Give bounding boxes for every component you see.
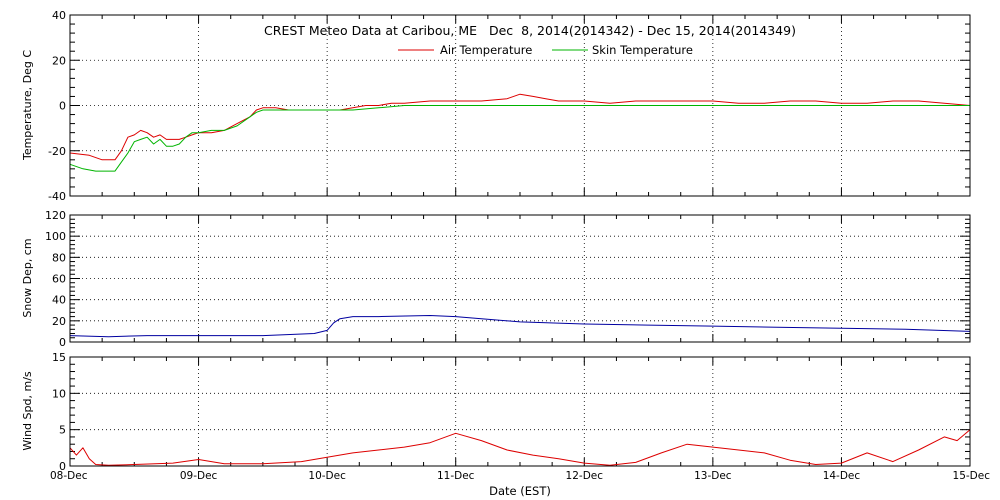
legend-skin-label: Skin Temperature — [592, 43, 693, 57]
wind-speed-tick-labels: 0 5 10 15 — [52, 351, 66, 473]
wind-speed-ticks — [69, 356, 971, 467]
wind-speed-y-tick-label: 0 — [59, 460, 66, 473]
snow-depth-tick-labels: 0 20 40 60 80 100 120 — [45, 209, 66, 349]
snow-depth-y-tick-label: 120 — [45, 209, 66, 222]
temperature-series — [69, 93, 971, 172]
temperature-plot-frame — [69, 14, 971, 197]
snow-depth-y-tick-label: 100 — [45, 230, 66, 243]
snow-depth-y-axis-label: Snow Dep, cm — [21, 238, 34, 317]
temperature-tick-labels: -40 -20 0 20 40 — [48, 9, 66, 203]
snow-depth-y-tick-label: 40 — [52, 294, 66, 307]
x-tick-label: 15-Dec — [953, 470, 991, 482]
x-tick-label: 13-Dec — [694, 470, 732, 482]
snow-depth-series — [69, 315, 971, 338]
snow-depth-ticks — [69, 214, 971, 343]
temperature-y-tick-label: 40 — [52, 9, 66, 22]
wind-speed-y-tick-label: 10 — [52, 387, 66, 400]
skin-temperature-series-line — [69, 105, 970, 172]
snow-depth-y-tick-label: 20 — [52, 315, 66, 328]
temperature-y-tick-label: 0 — [59, 100, 66, 113]
x-tick-labels: 08-Dec 09-Dec 10-Dec 11-Dec 12-Dec 13-Dec 14-D… — [50, 470, 990, 482]
wind-speed-plot-frame — [69, 356, 971, 467]
wind-speed-grid — [70, 357, 970, 466]
x-tick-label: 12-Dec — [566, 470, 604, 482]
legend: Air Temperature Skin Temperature — [398, 43, 693, 57]
x-tick-label: 14-Dec — [823, 470, 861, 482]
snow-depth-grid — [70, 215, 970, 342]
wind-speed-y-axis-label: Wind Spd, m/s — [21, 371, 34, 451]
temperature-y-tick-label: -20 — [48, 145, 66, 158]
x-tick-label: 10-Dec — [308, 470, 346, 482]
wind-speed-series-line — [69, 429, 971, 466]
legend-air-label: Air Temperature — [440, 43, 532, 57]
air-temperature-series-line — [69, 93, 971, 161]
wind-speed-y-tick-label: 5 — [59, 424, 66, 437]
x-tick-label: 08-Dec — [50, 470, 88, 482]
snow-depth-series-line — [69, 315, 971, 338]
x-tick-label: 09-Dec — [180, 470, 218, 482]
chart-title: CREST Meteo Data at Caribou, ME Dec 8, 2… — [264, 23, 796, 38]
snow-depth-y-tick-label: 60 — [52, 273, 66, 286]
x-tick-label: 11-Dec — [437, 470, 475, 482]
temperature-y-axis-label: Temperature, Deg C — [21, 50, 34, 161]
temperature-y-tick-label: -40 — [48, 190, 66, 203]
snow-depth-y-tick-label: 0 — [59, 336, 66, 349]
x-axis-label: Date (EST) — [489, 484, 551, 498]
snow-depth-plot-frame — [69, 214, 971, 343]
wind-speed-panel: 0 5 10 15 Wind Spd, m/s — [21, 351, 971, 473]
wind-speed-y-tick-label: 15 — [52, 351, 66, 364]
snow-depth-panel: 0 20 40 60 80 100 120 Snow Dep, cm — [21, 209, 971, 349]
snow-depth-y-tick-label: 80 — [52, 251, 66, 264]
temperature-panel: -40 -20 0 20 40 Temperature, Deg C — [21, 9, 971, 203]
temperature-y-tick-label: 20 — [52, 54, 66, 67]
wind-speed-series — [69, 429, 971, 466]
